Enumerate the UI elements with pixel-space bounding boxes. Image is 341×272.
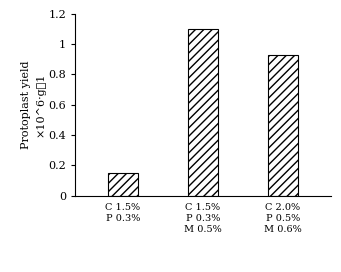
Y-axis label: Protoplast yield
×10^6·g－1: Protoplast yield ×10^6·g－1 <box>21 60 45 149</box>
Bar <box>268 55 298 196</box>
Bar <box>108 173 138 196</box>
Bar <box>188 29 218 196</box>
